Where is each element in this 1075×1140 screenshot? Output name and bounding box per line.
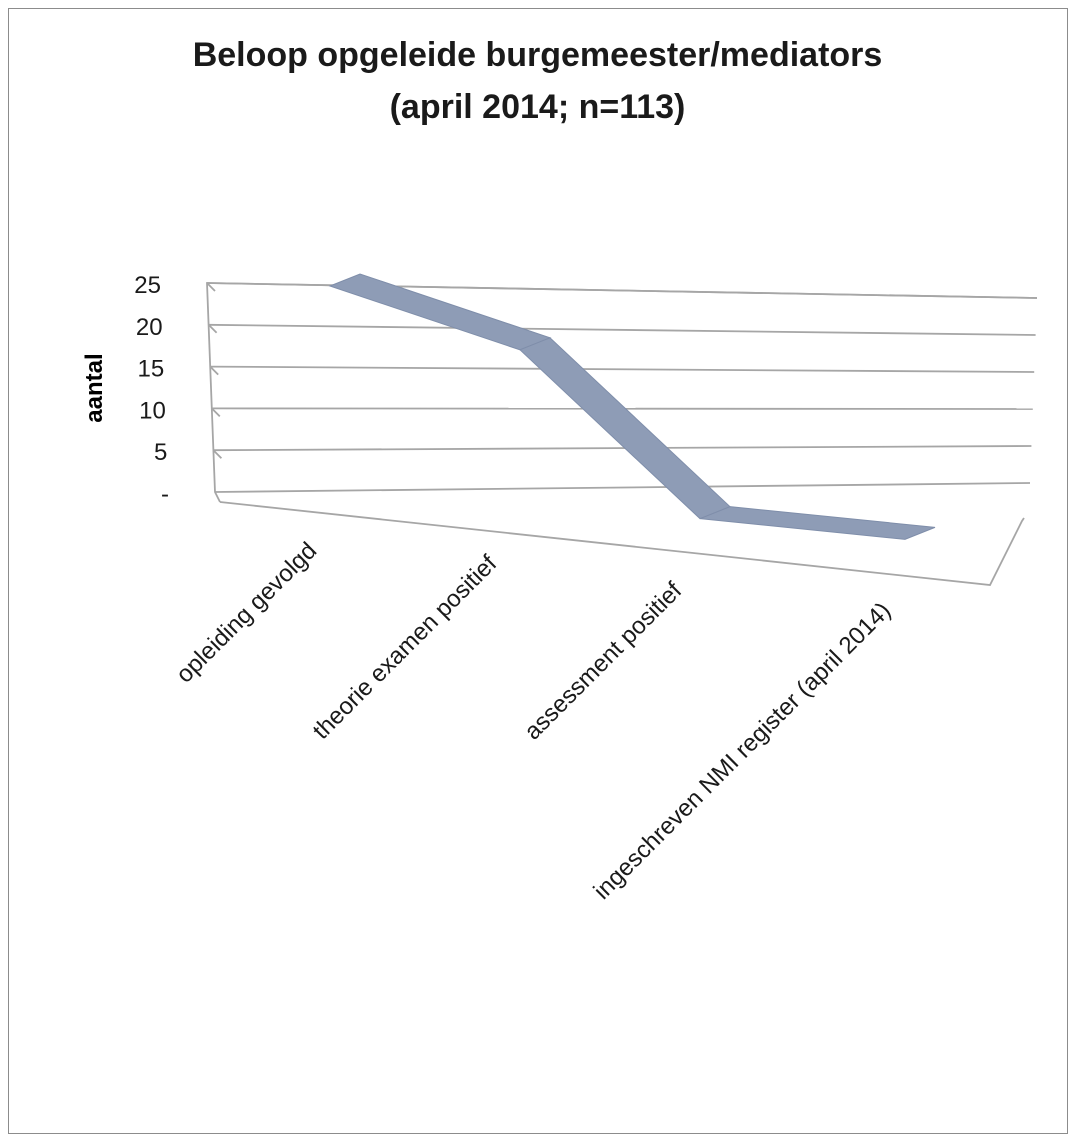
data-ribbon-segment <box>519 337 731 520</box>
y-tick-label: 10 <box>139 397 166 424</box>
chart-title-line-2: (april 2014; n=113) <box>389 88 686 126</box>
y-axis-label: aantal <box>81 353 108 422</box>
y-tick-label: - <box>161 481 169 508</box>
data-series-ribbon <box>328 273 936 540</box>
gridline-depth-tick <box>207 324 218 334</box>
x-category-label: opleiding gevolgd <box>171 537 322 688</box>
x-category-label: assessment positief <box>519 577 687 745</box>
data-ribbon-segment <box>699 506 936 540</box>
back-wall-outline <box>206 282 1038 503</box>
data-ribbon-segment <box>328 273 552 351</box>
gridline <box>210 365 1035 373</box>
y-tick-label: 25 <box>134 272 161 299</box>
gridline-depth-tick <box>206 282 216 292</box>
gridline <box>208 323 1036 336</box>
gridline-depth-tick <box>209 365 219 376</box>
y-tick-label: 20 <box>136 314 163 341</box>
y-axis-ticks: - 5 10 15 20 25 <box>134 272 169 508</box>
floor-back-edge <box>214 482 1031 493</box>
y-tick-label: 15 <box>137 356 164 383</box>
chart-title-line-1: Beloop opgeleide burgemeester/mediators <box>192 36 883 74</box>
floor-outline <box>219 501 1025 586</box>
y-tick-label: 5 <box>154 439 167 466</box>
gridline <box>213 445 1032 452</box>
x-category-label: theorie examen positief <box>308 550 503 745</box>
gridline-depth-tick <box>211 407 221 418</box>
gridline-depth-tick <box>212 449 223 459</box>
chart-frame <box>8 8 1068 1134</box>
